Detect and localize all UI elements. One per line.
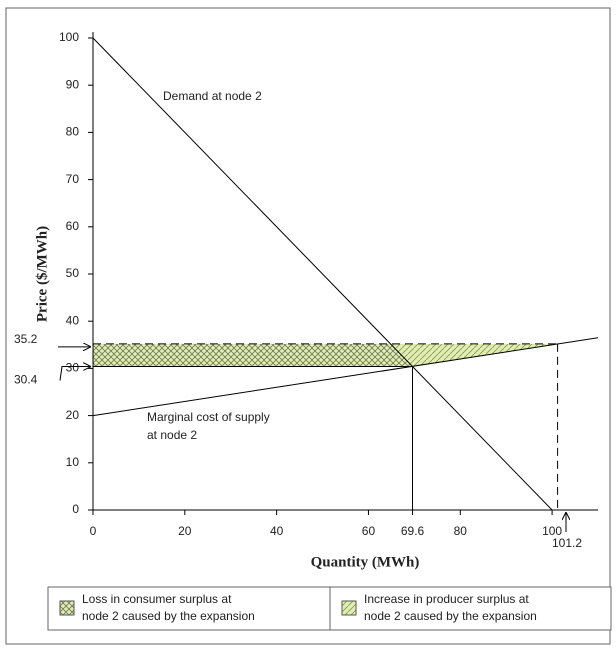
x-tick-label: 60 — [362, 524, 376, 538]
series-label: at node 2 — [147, 428, 197, 442]
producer-gain-area — [390, 343, 559, 367]
arrow — [59, 367, 90, 381]
price-after-label: 35.2 — [14, 332, 38, 346]
y-tick-label: 40 — [66, 313, 80, 327]
series-line — [92, 337, 599, 417]
x-tick-label: 0 — [90, 524, 97, 538]
legend-label: Loss in consumer surplus at — [82, 592, 232, 606]
quantity-after-label: 101.2 — [552, 536, 582, 550]
y-tick-label: 50 — [66, 266, 80, 280]
y-tick-label: 80 — [66, 125, 80, 139]
y-tick-label: 20 — [66, 408, 80, 422]
legend-label: node 2 caused by the expansion — [82, 609, 255, 623]
y-tick-label: 70 — [66, 172, 80, 186]
legend-swatch — [59, 600, 75, 616]
y-tick-label: 60 — [66, 219, 80, 233]
series-label: Demand at node 2 — [163, 89, 262, 103]
y-tick-label: 100 — [59, 30, 79, 44]
legend-label: node 2 caused by the expansion — [364, 609, 537, 623]
x-axis-label: Quantity (MWh) — [311, 554, 420, 570]
x-tick-label: 100 — [542, 524, 562, 538]
frame — [5, 7, 611, 645]
x-tick-label: 69.6 — [401, 524, 425, 538]
series-label: Marginal cost of supply — [147, 410, 270, 424]
x-tick-label: 80 — [454, 524, 468, 538]
legend-swatch — [341, 600, 357, 616]
consumer-loss-area — [93, 343, 413, 367]
price-before-label: 30.4 — [14, 373, 38, 387]
y-tick-label: 30 — [66, 361, 80, 375]
y-tick-label: 0 — [72, 502, 79, 516]
legend-label: Increase in producer surplus at — [364, 592, 529, 606]
x-tick-label: 20 — [178, 524, 192, 538]
series-line — [92, 37, 553, 511]
x-tick-label: 40 — [270, 524, 284, 538]
y-tick-label: 90 — [66, 77, 80, 91]
y-axis-label: Price ($/MWh) — [34, 226, 50, 322]
y-tick-label: 10 — [66, 455, 80, 469]
